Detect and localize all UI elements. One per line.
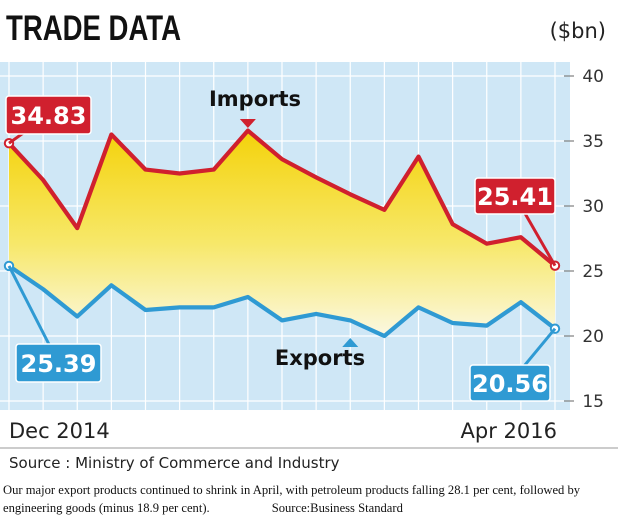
- y-tick-label: 35: [582, 132, 604, 152]
- y-tick-label: 30: [582, 197, 604, 217]
- caption-text: Our major export products continued to s…: [3, 483, 581, 515]
- x-tick-label-start: Dec 2014: [9, 419, 110, 443]
- imports-pointer: [239, 119, 256, 128]
- exports-start-label: 25.39: [21, 350, 97, 378]
- unit-label: ($bn): [550, 19, 606, 43]
- imports-start-box: [5, 95, 92, 135]
- series-label-exports: Exports: [275, 346, 365, 370]
- caption: Our major export products continued to s…: [3, 481, 615, 517]
- exports-pointer: [342, 338, 359, 347]
- imports-end-box: [474, 177, 556, 215]
- exports-end-box: [469, 364, 551, 402]
- imports-end-label: 25.41: [477, 183, 553, 211]
- exports-start-box: [15, 343, 102, 383]
- y-tick-label: 15: [582, 392, 604, 412]
- series-line-exports: [6, 263, 558, 339]
- imports-start-label: 34.83: [11, 102, 87, 130]
- chart-svg: TRADE DATA ($bn) 15 20 25 30 35 40 34.83 25.41 25.…: [0, 9, 618, 472]
- caption-source: Source:Business Standard: [271, 501, 403, 515]
- y-tick-label: 20: [582, 327, 604, 347]
- chart-source: Source : Ministry of Commerce and Indust…: [9, 454, 340, 472]
- x-tick-label-end: Apr 2016: [461, 419, 557, 443]
- y-tick-label: 25: [582, 262, 604, 282]
- exports-end-label: 20.56: [472, 370, 548, 398]
- chart-title: TRADE DATA: [6, 9, 181, 48]
- series-line-imports: [6, 128, 558, 268]
- area-band: [9, 130, 555, 336]
- series-label-imports: Imports: [209, 87, 301, 111]
- y-tick-label: 40: [582, 67, 604, 87]
